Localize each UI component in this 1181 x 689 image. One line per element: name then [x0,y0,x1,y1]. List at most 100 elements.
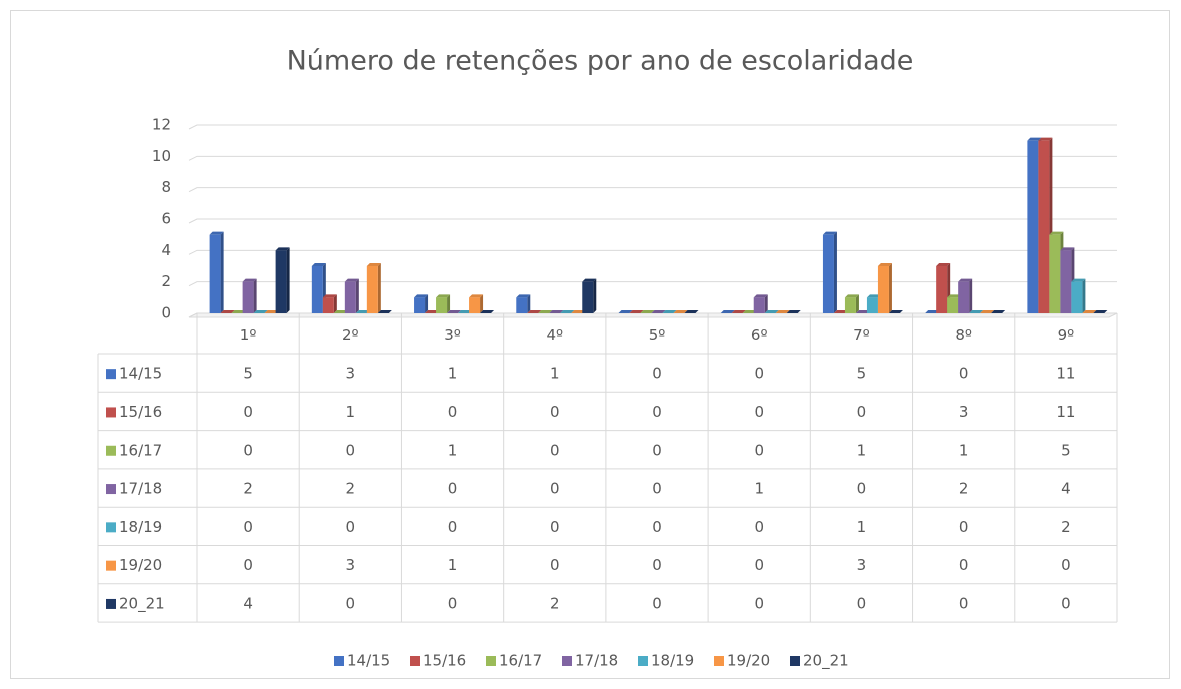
bar-side [425,294,429,313]
legend-key [334,656,344,666]
bar-top [936,263,951,266]
legend-label: 20_21 [803,652,849,671]
bar-side [377,263,381,313]
bar-side [447,294,451,313]
bar [1060,250,1072,313]
bar-top [571,310,586,313]
legend-key [714,656,724,666]
table-cell: 0 [754,594,764,612]
bar [958,281,970,313]
legend-label: 19/20 [727,652,770,670]
bar-top [253,310,268,313]
legend-label: 16/17 [499,652,542,670]
bar [1049,234,1061,313]
bar-side [355,278,359,313]
table-cell: 0 [754,518,764,536]
legend-key [790,656,800,666]
y-tick-label: 4 [161,241,171,259]
bar-side [220,231,224,313]
bar-top [969,310,984,313]
bar [866,297,878,313]
bar-side [855,294,859,313]
table-cell: 0 [959,518,969,536]
bar-top [1038,137,1053,141]
bar-top [436,294,451,298]
bar-side [593,278,597,313]
bar [844,297,856,313]
bar [1027,140,1039,313]
legend-label: 17/18 [575,652,618,670]
bar [469,297,481,313]
x-tick-label: 5º [649,326,666,344]
table-cell: 1 [857,441,867,459]
bar-top [731,310,746,313]
table-legend-key [106,598,116,609]
bar-side [480,294,484,313]
bar-top [786,310,801,313]
x-tick-label: 2º [342,326,359,344]
table-cell: 0 [346,594,356,612]
table-cell: 1 [448,556,458,574]
bar [516,297,528,313]
bar-top [377,310,392,313]
bar [344,281,356,313]
table-cell: 5 [1061,441,1071,459]
bar-top [582,278,597,282]
bar-top [991,310,1006,313]
bar-side [253,278,257,313]
x-tick-label: 4º [546,326,563,344]
bar-top [775,310,790,313]
y-tick-label: 8 [161,178,171,196]
bar-top [764,310,779,313]
table-cell: 0 [1061,556,1071,574]
bar [209,234,221,313]
table-cell: 0 [652,594,662,612]
table-cell: 2 [243,480,253,498]
table-cell: 0 [243,518,253,536]
bar [436,297,448,313]
table-legend-key [106,369,116,380]
table-cell: 0 [754,403,764,421]
table-cell: 0 [652,441,662,459]
table-row-label: 19/20 [119,556,162,574]
x-tick-label: 9º [1058,326,1075,344]
bar-top [980,310,995,313]
bar-top [516,294,531,298]
table-cell: 0 [448,403,458,421]
bar-side [969,278,973,313]
x-tick-label: 8º [955,326,972,344]
table-cell: 0 [550,403,560,421]
table-cell: 2 [346,480,356,498]
table-cell: 0 [448,518,458,536]
table-cell: 0 [754,365,764,383]
bar-side [286,247,290,313]
table-cell: 1 [754,480,764,498]
bar-top [231,310,246,313]
y-tick-label: 6 [161,210,171,228]
bar-top [833,310,848,313]
table-cell: 0 [550,441,560,459]
bar-top [242,278,257,282]
bar [1038,140,1050,313]
table-cell: 0 [857,403,867,421]
table-row-label: 20_21 [119,594,165,613]
bar-top [333,310,348,313]
x-tick-label: 3º [444,326,461,344]
table-row-label: 14/15 [119,365,162,383]
bar-top [560,310,575,313]
x-tick-label: 7º [853,326,870,344]
bar [311,266,323,313]
table-cell: 3 [959,403,969,421]
bar [275,250,287,313]
legend-key [638,656,648,666]
bar-top [264,310,279,313]
bar-top [888,310,903,313]
bar-top [742,310,757,313]
bar-top [414,294,429,298]
table-cell: 0 [754,556,764,574]
bar [414,297,426,313]
table-cell: 0 [754,441,764,459]
bar-top [822,231,837,235]
bar-top [855,310,870,313]
bar-top [480,310,495,313]
